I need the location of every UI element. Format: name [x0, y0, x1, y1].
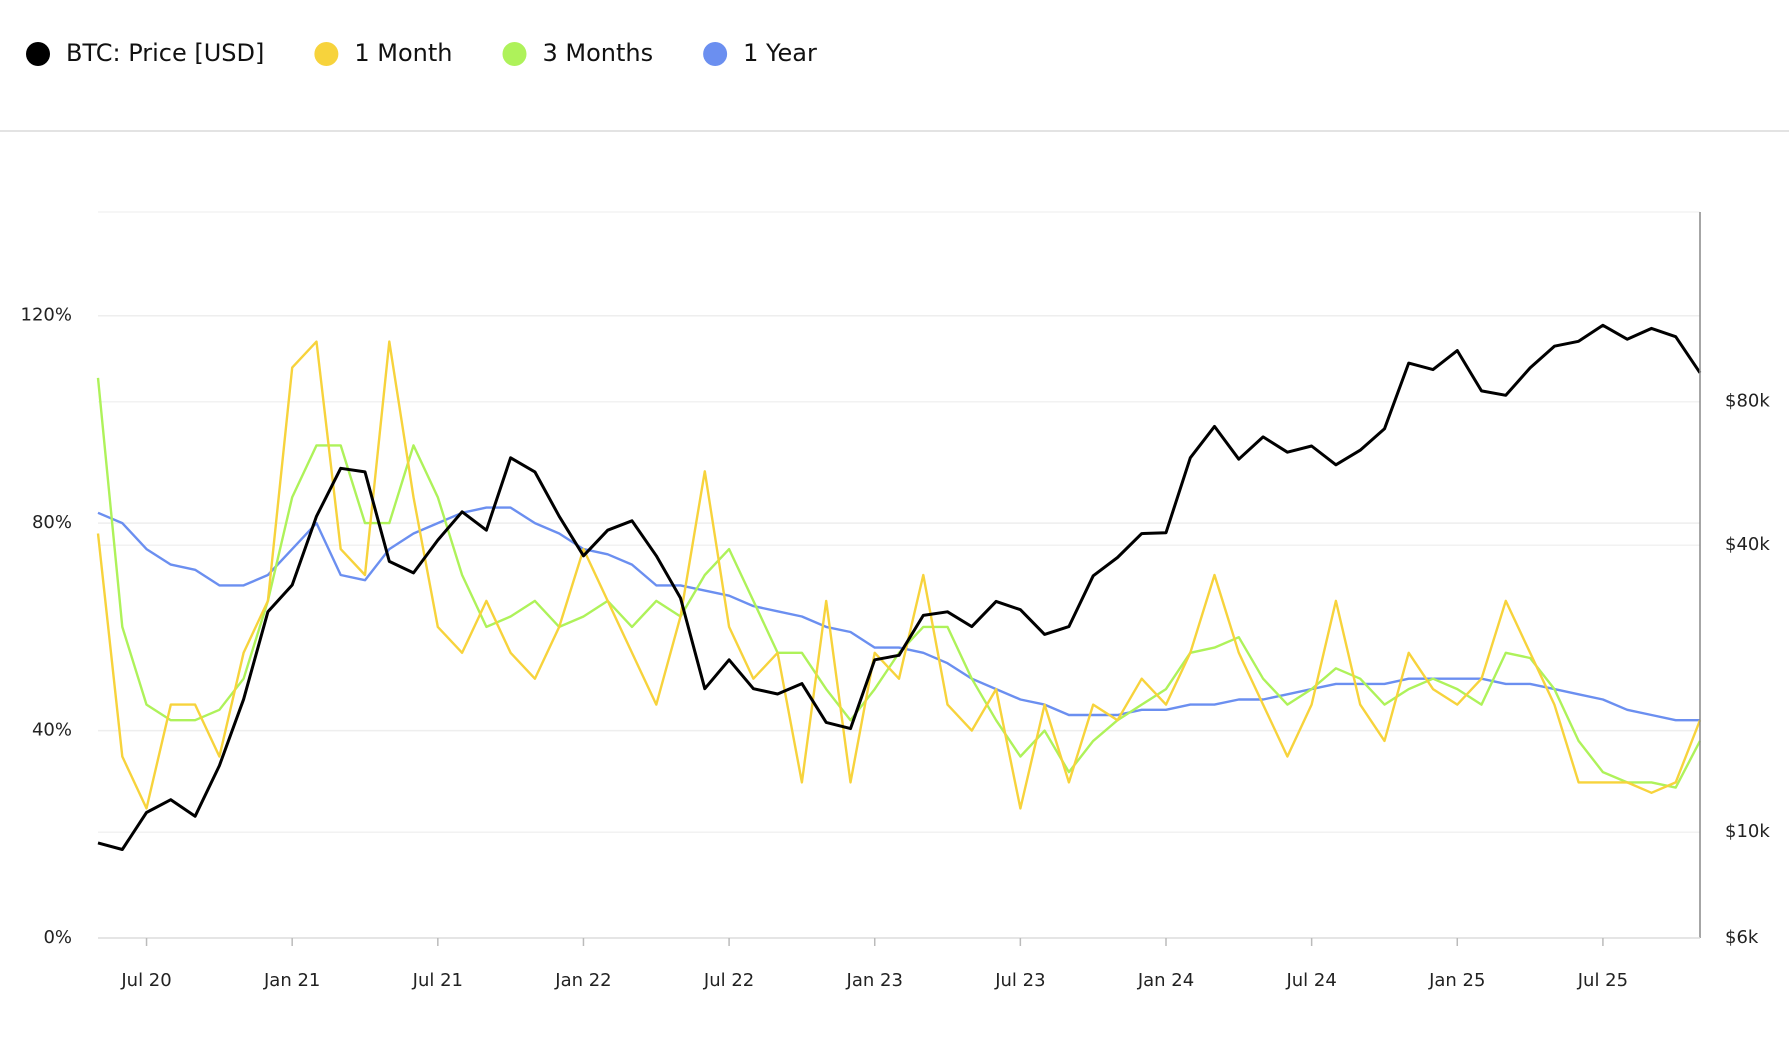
x-tick-label: Jan 23 — [846, 970, 903, 991]
legend-item[interactable]: BTC: Price [USD] — [26, 39, 264, 67]
series-line — [96, 340, 1702, 810]
x-tick-label: Jul 25 — [1577, 970, 1628, 991]
y-tick-label: 120% — [21, 305, 72, 326]
legend-label: 1 Month — [354, 39, 452, 67]
y-tick-label: 40% — [32, 720, 72, 741]
legend-marker — [314, 42, 339, 66]
x-tick-label: Jul 20 — [120, 970, 171, 991]
series-line — [97, 506, 1700, 722]
x-tick-label: Jul 23 — [994, 970, 1045, 991]
plot-area — [96, 323, 1702, 851]
y2-tick-label: $40k — [1725, 534, 1770, 555]
legend-label: 3 Months — [543, 39, 654, 67]
grid — [98, 211, 1700, 939]
y2-tick-label: $10k — [1725, 821, 1770, 842]
y2-tick-label: $80k — [1725, 391, 1770, 412]
legend-item[interactable]: 1 Year — [703, 39, 817, 67]
legend-marker — [502, 42, 527, 66]
legend-label: BTC: Price [USD] — [66, 39, 264, 67]
x-tick-label: Jul 22 — [703, 970, 754, 991]
legend-marker — [26, 42, 50, 66]
legend-item[interactable]: 1 Month — [314, 39, 453, 67]
legend-marker — [703, 42, 728, 66]
axes: 0% 40% 80% 120% $6k $10k $40k $80k Jul 20 Jan 21 J… — [21, 212, 1770, 991]
x-tick-label: Jan 21 — [263, 970, 320, 991]
x-tick-label: Jan 25 — [1428, 970, 1485, 991]
x-tick-label: Jul 24 — [1285, 970, 1336, 991]
series-line — [96, 377, 1702, 789]
y-tick-label: 0% — [43, 927, 72, 948]
legend-label: 1 Year — [743, 39, 817, 67]
y2-tick-label: $6k — [1725, 927, 1759, 948]
series-line — [97, 323, 1702, 851]
y-tick-label: 80% — [32, 512, 72, 533]
x-tick-label: Jul 21 — [412, 970, 463, 991]
legend: BTC: Price [USD] 1 Month 3 Months 1 Year — [26, 39, 817, 67]
legend-item[interactable]: 3 Months — [502, 39, 654, 67]
x-tick-label: Jan 24 — [1137, 970, 1194, 991]
x-tick-label: Jan 22 — [554, 970, 611, 991]
